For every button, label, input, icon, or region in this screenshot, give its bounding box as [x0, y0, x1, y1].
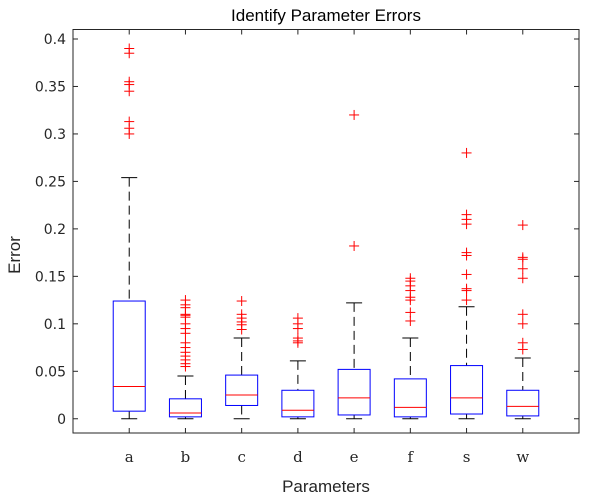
- x-axis-label: Parameters: [282, 477, 370, 496]
- y-tick-label: 0.25: [35, 174, 66, 190]
- box-a: [112, 43, 146, 420]
- outlier-point: [517, 344, 528, 355]
- box-b: [168, 295, 202, 420]
- outlier-point: [180, 361, 191, 372]
- outlier-point: [517, 318, 528, 329]
- outlier-point: [405, 295, 416, 306]
- outlier-point: [517, 273, 528, 284]
- box-series: [112, 43, 540, 420]
- outlier-point: [461, 295, 472, 306]
- x-tick-label: f: [408, 448, 415, 466]
- outlier-point: [180, 328, 191, 339]
- box-iqr: [506, 389, 540, 417]
- box-w: [506, 220, 540, 420]
- outlier-point: [461, 285, 472, 296]
- outlier-point: [124, 86, 135, 97]
- x-tick-label: b: [181, 448, 191, 466]
- outlier-point: [349, 109, 360, 120]
- outlier-point: [461, 250, 472, 261]
- y-tick-label: 0.05: [35, 364, 66, 380]
- y-tick-label: 0.3: [44, 127, 66, 143]
- outlier-point: [405, 307, 416, 318]
- x-tick-label: s: [463, 448, 471, 466]
- outlier-point: [461, 147, 472, 158]
- chart-title: Identify Parameter Errors: [231, 6, 421, 25]
- x-tick-label: e: [350, 448, 359, 466]
- y-tick-label: 0: [57, 412, 66, 428]
- y-tick-label: 0.1: [44, 317, 66, 333]
- box-s: [450, 147, 484, 420]
- x-tick-label: w: [516, 448, 529, 466]
- outlier-point: [461, 219, 472, 230]
- outlier-point: [405, 315, 416, 326]
- outlier-point: [349, 240, 360, 251]
- outlier-point: [124, 48, 135, 59]
- box-iqr: [281, 389, 315, 418]
- y-tick-label: 0.2: [44, 222, 66, 238]
- outlier-point: [517, 309, 528, 320]
- x-tick-label: d: [293, 448, 303, 466]
- axis-ticks: 0 0.05 0.1 0.15 0.2 0.25 0.3 0.35 0.4 a b c d e f s w: [35, 29, 579, 466]
- box-d: [281, 313, 315, 420]
- box-iqr: [168, 398, 202, 418]
- box-iqr: [225, 374, 259, 406]
- box-f: [393, 273, 427, 420]
- box-iqr: [393, 378, 427, 418]
- plot-area: [72, 29, 580, 434]
- outlier-point: [517, 220, 528, 231]
- y-tick-label: 0.15: [35, 269, 66, 285]
- outlier-point: [292, 337, 303, 348]
- outlier-point: [461, 269, 472, 280]
- box-iqr: [450, 365, 484, 415]
- y-tick-label: 0.4: [44, 32, 66, 48]
- outlier-point: [517, 263, 528, 274]
- outlier-point: [236, 324, 247, 335]
- outlier-point: [292, 323, 303, 334]
- outlier-point: [236, 296, 247, 307]
- box-e: [337, 109, 371, 420]
- x-tick-label: c: [237, 448, 245, 466]
- box-iqr: [337, 368, 371, 416]
- box-c: [225, 296, 259, 420]
- x-tick-label: a: [125, 448, 134, 466]
- y-axis-label: Error: [5, 236, 24, 274]
- outlier-point: [124, 128, 135, 139]
- outlier-point: [517, 254, 528, 265]
- y-tick-label: 0.35: [35, 79, 66, 95]
- box-iqr: [112, 300, 146, 412]
